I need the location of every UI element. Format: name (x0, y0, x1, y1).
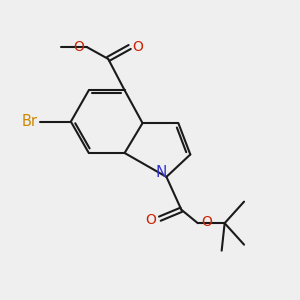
Text: O: O (74, 40, 84, 54)
Text: O: O (146, 213, 156, 227)
Text: Br: Br (22, 114, 38, 129)
Text: N: N (155, 165, 167, 180)
Text: O: O (132, 40, 143, 54)
Text: O: O (201, 215, 212, 229)
